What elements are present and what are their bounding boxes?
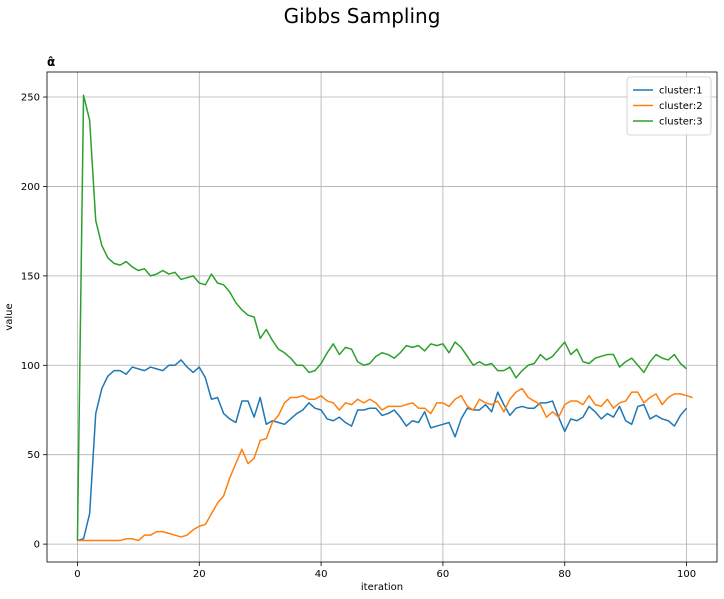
series-line-1 [77, 359, 688, 542]
series-line-3 [76, 94, 688, 541]
y-tick-label: 50 [27, 450, 40, 461]
figure-suptitle: Gibbs Sampling [283, 4, 441, 28]
x-tick-label: 40 [315, 569, 328, 580]
x-axis-label: iteration [361, 582, 403, 593]
y-tick-label: 200 [21, 182, 40, 193]
y-tick-label: 0 [34, 540, 40, 551]
x-tick-label: 20 [193, 569, 206, 580]
axes-frame [46, 71, 718, 563]
y-axis-label: value [4, 303, 15, 330]
legend-label-3: cluster:3 [659, 117, 703, 128]
y-tick-label: 250 [21, 93, 40, 104]
x-tick-label: 100 [677, 569, 696, 580]
x-tick-label: 0 [74, 569, 80, 580]
axes-title: α̂ [47, 55, 55, 69]
series-line-2 [77, 387, 693, 542]
legend-label-1: cluster:1 [659, 86, 703, 97]
x-tick-label: 80 [558, 569, 571, 580]
x-tick-label: 60 [437, 569, 450, 580]
y-tick-label: 100 [21, 361, 40, 372]
legend-label-2: cluster:2 [659, 101, 703, 112]
y-tick-label: 150 [21, 271, 40, 282]
plot-area [47, 72, 717, 562]
